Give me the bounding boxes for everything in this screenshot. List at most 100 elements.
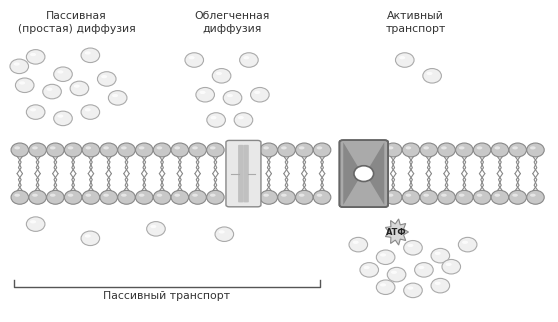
Ellipse shape xyxy=(406,194,411,197)
Ellipse shape xyxy=(16,78,34,92)
Ellipse shape xyxy=(423,69,441,83)
Ellipse shape xyxy=(171,190,189,204)
Ellipse shape xyxy=(455,190,473,204)
Polygon shape xyxy=(343,142,358,205)
Ellipse shape xyxy=(210,146,215,149)
Ellipse shape xyxy=(254,91,260,94)
Ellipse shape xyxy=(364,266,369,269)
Ellipse shape xyxy=(360,263,378,277)
Ellipse shape xyxy=(243,56,249,59)
Ellipse shape xyxy=(174,194,180,197)
Ellipse shape xyxy=(30,53,36,56)
Ellipse shape xyxy=(263,146,269,149)
Ellipse shape xyxy=(82,190,100,204)
Ellipse shape xyxy=(278,190,295,204)
Ellipse shape xyxy=(260,143,277,157)
Text: Пассивная
(простая) диффузия: Пассивная (простая) диффузия xyxy=(18,11,136,33)
Ellipse shape xyxy=(215,227,234,242)
Polygon shape xyxy=(369,142,384,205)
Ellipse shape xyxy=(316,194,323,197)
Ellipse shape xyxy=(238,116,244,119)
Ellipse shape xyxy=(112,94,118,97)
Ellipse shape xyxy=(380,283,386,287)
Ellipse shape xyxy=(82,143,100,157)
Ellipse shape xyxy=(118,190,135,204)
Ellipse shape xyxy=(81,231,100,246)
Ellipse shape xyxy=(431,248,450,263)
Text: Облегченная
диффузия: Облегченная диффузия xyxy=(195,11,270,33)
Ellipse shape xyxy=(100,143,117,157)
Ellipse shape xyxy=(388,194,393,197)
Ellipse shape xyxy=(296,190,313,204)
Ellipse shape xyxy=(121,146,127,149)
Ellipse shape xyxy=(442,260,460,274)
Ellipse shape xyxy=(15,194,20,197)
Ellipse shape xyxy=(239,53,258,67)
Ellipse shape xyxy=(171,143,189,157)
Ellipse shape xyxy=(263,194,269,197)
Ellipse shape xyxy=(459,146,465,149)
Ellipse shape xyxy=(251,88,269,102)
Ellipse shape xyxy=(147,222,165,236)
Ellipse shape xyxy=(316,146,323,149)
Ellipse shape xyxy=(26,50,45,64)
Ellipse shape xyxy=(157,146,162,149)
Ellipse shape xyxy=(376,250,395,264)
Ellipse shape xyxy=(150,225,156,228)
Ellipse shape xyxy=(407,244,413,247)
Ellipse shape xyxy=(391,271,397,274)
Ellipse shape xyxy=(234,113,253,127)
Ellipse shape xyxy=(530,146,536,149)
Ellipse shape xyxy=(426,72,432,75)
Ellipse shape xyxy=(402,143,420,157)
Ellipse shape xyxy=(19,81,25,85)
Ellipse shape xyxy=(139,194,145,197)
Ellipse shape xyxy=(281,194,287,197)
Ellipse shape xyxy=(13,62,20,66)
Ellipse shape xyxy=(85,194,91,197)
Ellipse shape xyxy=(10,59,28,74)
Text: Активный
транспорт: Активный транспорт xyxy=(386,11,446,33)
Ellipse shape xyxy=(380,253,386,257)
Ellipse shape xyxy=(219,230,225,233)
Ellipse shape xyxy=(314,143,331,157)
FancyBboxPatch shape xyxy=(243,145,249,203)
Ellipse shape xyxy=(399,56,405,59)
Ellipse shape xyxy=(70,81,89,96)
Ellipse shape xyxy=(212,69,231,83)
Ellipse shape xyxy=(438,190,455,204)
Ellipse shape xyxy=(458,237,477,252)
Ellipse shape xyxy=(29,190,46,204)
Ellipse shape xyxy=(420,190,437,204)
Ellipse shape xyxy=(402,190,420,204)
Ellipse shape xyxy=(299,194,305,197)
Ellipse shape xyxy=(81,105,100,119)
Ellipse shape xyxy=(384,190,402,204)
Text: АТФ: АТФ xyxy=(386,228,407,236)
Ellipse shape xyxy=(32,146,38,149)
Ellipse shape xyxy=(296,143,313,157)
Ellipse shape xyxy=(420,143,437,157)
Ellipse shape xyxy=(189,190,206,204)
Ellipse shape xyxy=(418,266,424,269)
Ellipse shape xyxy=(527,143,544,157)
Ellipse shape xyxy=(260,190,277,204)
Ellipse shape xyxy=(491,190,509,204)
Ellipse shape xyxy=(435,282,441,285)
Ellipse shape xyxy=(441,194,447,197)
Ellipse shape xyxy=(46,88,52,91)
Ellipse shape xyxy=(227,94,233,97)
Ellipse shape xyxy=(473,143,491,157)
Ellipse shape xyxy=(407,287,413,290)
Ellipse shape xyxy=(415,263,433,277)
Ellipse shape xyxy=(50,194,56,197)
Ellipse shape xyxy=(200,91,205,94)
Ellipse shape xyxy=(216,72,222,75)
Ellipse shape xyxy=(196,88,214,102)
Ellipse shape xyxy=(512,194,518,197)
Ellipse shape xyxy=(354,166,374,182)
Ellipse shape xyxy=(206,190,224,204)
Ellipse shape xyxy=(357,168,364,173)
Ellipse shape xyxy=(189,56,195,59)
Ellipse shape xyxy=(101,75,107,78)
